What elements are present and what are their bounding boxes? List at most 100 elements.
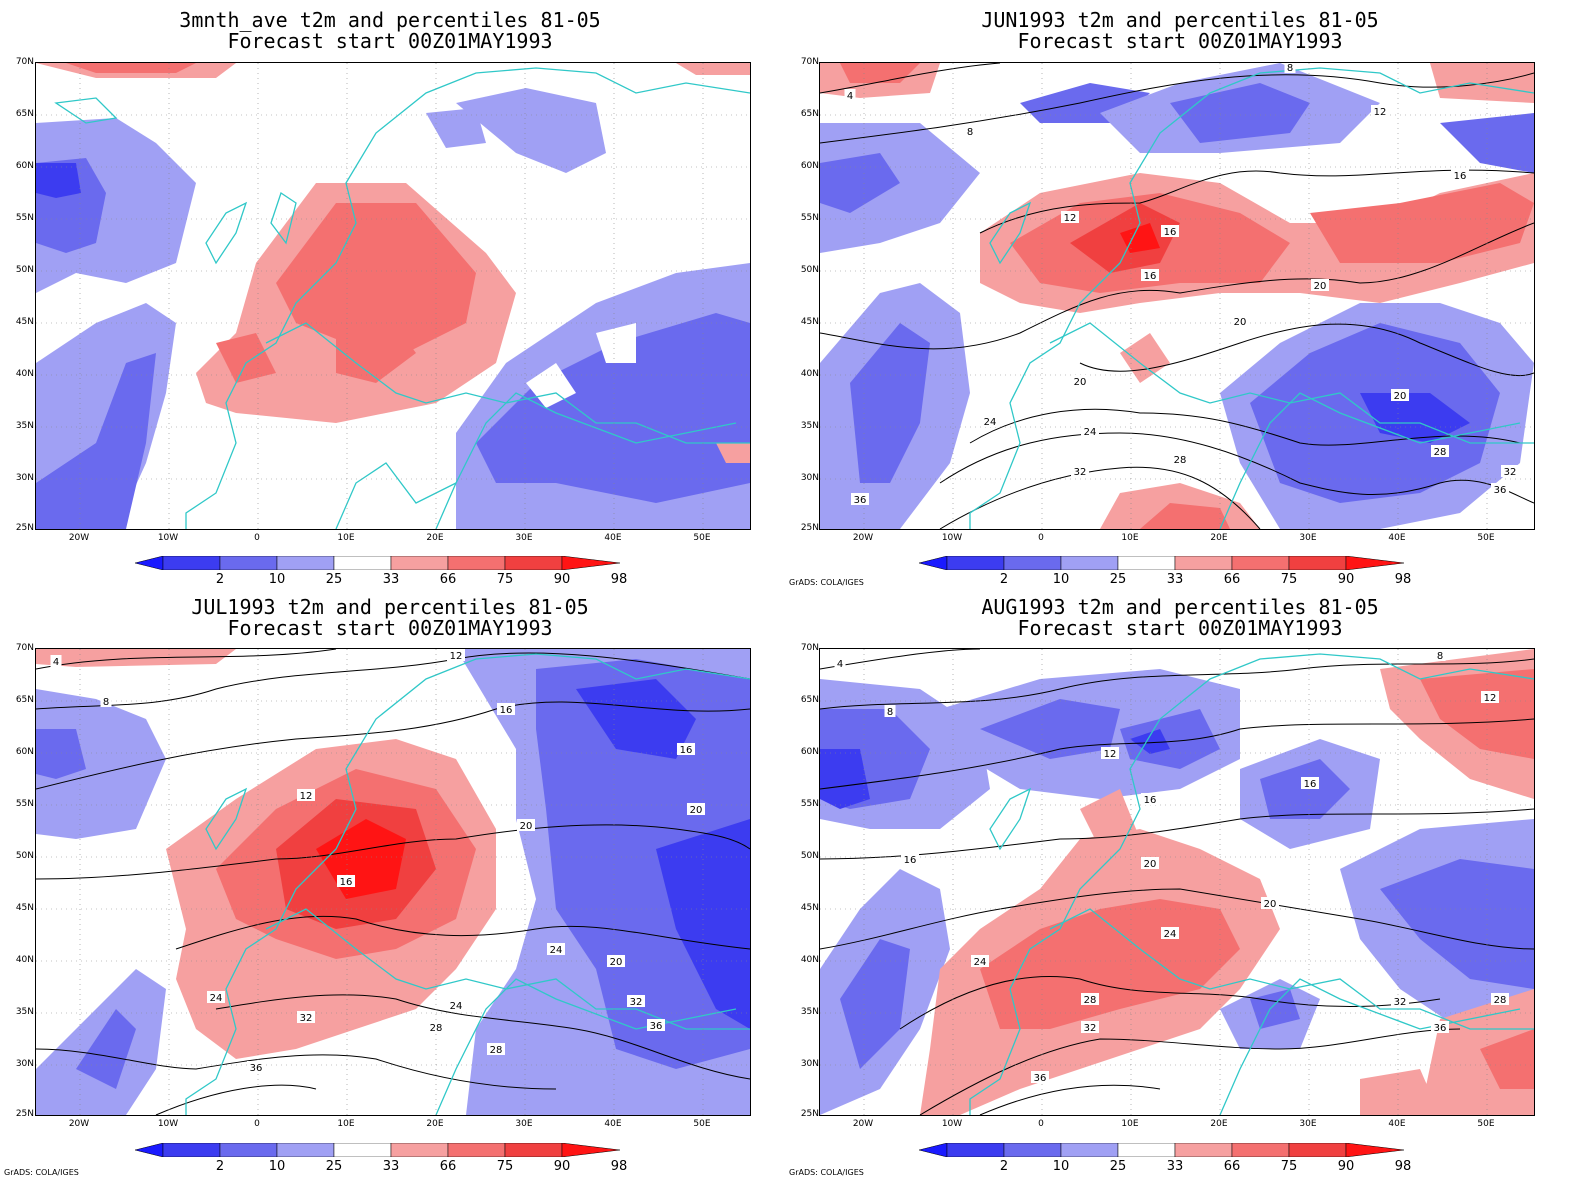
contour-label-bg [1061,211,1079,223]
contour-label-bg [447,649,465,661]
colorbar-swatches [919,556,1405,570]
contour-label-bg [50,655,62,667]
contour-label: 8 [1287,63,1293,74]
contour-label-bg [844,89,856,101]
lon-label: 10W [941,533,963,543]
contour-label: 16 [1304,779,1317,790]
colorbar-label: 33 [1166,1159,1184,1174]
lat-label: 40N [15,955,34,965]
contour-label: 36 [1494,485,1507,496]
lat-label: 40N [800,955,819,965]
colorbar-swatch [1003,556,1062,570]
colorbar-label: 25 [1109,572,1127,587]
lon-label: 30E [1299,1119,1317,1129]
contour-labels: 4 8 12 12 16 16 16 20 20 20 24 24 24 28 28 32 32 36 36 [50,649,705,1074]
lat-label: 35N [15,421,34,431]
lat-label: 25N [15,523,34,533]
lon-label: 10E [1121,1119,1139,1129]
colorbar-swatch [1003,1143,1062,1157]
colorbar-swatch [219,1143,278,1157]
contour-label: 28 [490,1045,503,1056]
contour-label: 12 [300,791,313,802]
lon-label: 0 [1038,1119,1044,1129]
colorbar: 2 10 25 33 66 75 90 98 [919,1143,1439,1174]
contour-label-bg [981,415,999,427]
contour-label: 20 [690,805,703,816]
contour-label: 32 [1504,467,1517,478]
contour-label-bg [851,493,869,505]
contour-label-bg [297,789,315,801]
contour-label: 12 [1064,213,1077,224]
panel-subtitle: Forecast start 00Z01MAY1993 [1017,29,1343,53]
contour-label-bg [1141,857,1159,869]
contour-label-bg [607,955,625,967]
colorbar-label: 2 [215,572,225,587]
colorbar-label: 10 [1052,1159,1070,1174]
contour-label-bg [834,657,846,669]
lat-label: 70N [15,57,34,67]
contour-label: 8 [103,697,109,708]
lat-label: 30N [800,473,819,483]
lat-label: 35N [800,1007,819,1017]
colorbar-label: 66 [1223,572,1241,587]
contour-label: 24 [450,1001,463,1012]
lon-label: 20W [852,533,874,543]
colorbar-label: 98 [610,1159,628,1174]
contour-label: 20 [1234,317,1247,328]
colorbar-label: 66 [439,1159,457,1174]
colorbar-label: 33 [382,1159,400,1174]
contour-label: 12 [1104,749,1117,760]
contour-label: 16 [500,705,513,716]
lat-label: 65N [800,109,819,119]
contour-label-bg [100,695,112,707]
contour-label: 20 [1394,391,1407,402]
lon-label: 50E [693,1119,711,1129]
colorbar-swatch [276,556,335,570]
contour-label: 24 [974,957,987,968]
colorbar-swatch [390,556,449,570]
lon-label: 40E [604,1119,622,1129]
colorbar: 2 10 25 33 66 75 90 98 [919,556,1439,587]
colorbar-swatch [504,556,563,570]
contour-label-bg [1141,269,1159,281]
contour-label: 32 [1394,997,1407,1008]
colorbar-arrow-low [135,556,164,570]
contour-label: 28 [430,1023,443,1034]
colorbar-label: 25 [325,572,343,587]
colorbar-label: 90 [553,572,571,587]
contour-label: 36 [1034,1073,1047,1084]
contour-label-bg [427,1021,445,1033]
lon-label: 50E [1477,1119,1495,1129]
colorbar-swatch [946,556,1005,570]
colorbar-label: 75 [496,572,514,587]
lon-label: 10E [337,533,355,543]
contour-label-bg [1481,691,1499,703]
lat-label: 30N [15,1059,34,1069]
lat-label: 60N [15,161,34,171]
colorbar-label: 75 [1280,1159,1298,1174]
lon-label: 10E [337,1119,355,1129]
contour-label-bg [1081,1021,1099,1033]
colorbar-arrow-low [135,1143,164,1157]
colorbar-label: 25 [325,1159,343,1174]
grads-credit: GrADS: COLA/IGES [789,578,864,587]
lon-label: 50E [1477,533,1495,543]
colorbar-swatch [333,1143,392,1157]
contour-label: 12 [1374,107,1387,118]
contour-label-bg [1301,777,1319,789]
colorbar-label: 2 [999,1159,1009,1174]
contour-label: 32 [1084,1023,1097,1034]
contour-label-bg [487,1043,505,1055]
colorbar-swatch [162,1143,221,1157]
lat-label: 40N [800,369,819,379]
contour-label-bg [1081,993,1099,1005]
percentile-field: 4 8 8 12 12 16 16 16 20 20 20 20 24 24 28 28 32 32 36 36 [820,63,1534,529]
contour-label: 36 [250,1063,263,1074]
colorbar-swatch [1060,1143,1119,1157]
map-area [35,62,751,530]
grads-credit: GrADS: COLA/IGES [4,1168,79,1177]
lon-label: 20E [426,533,444,543]
lon-label: 0 [1038,533,1044,543]
grads-credit: GrADS: COLA/IGES [789,1168,864,1177]
contour-label-bg [547,943,565,955]
